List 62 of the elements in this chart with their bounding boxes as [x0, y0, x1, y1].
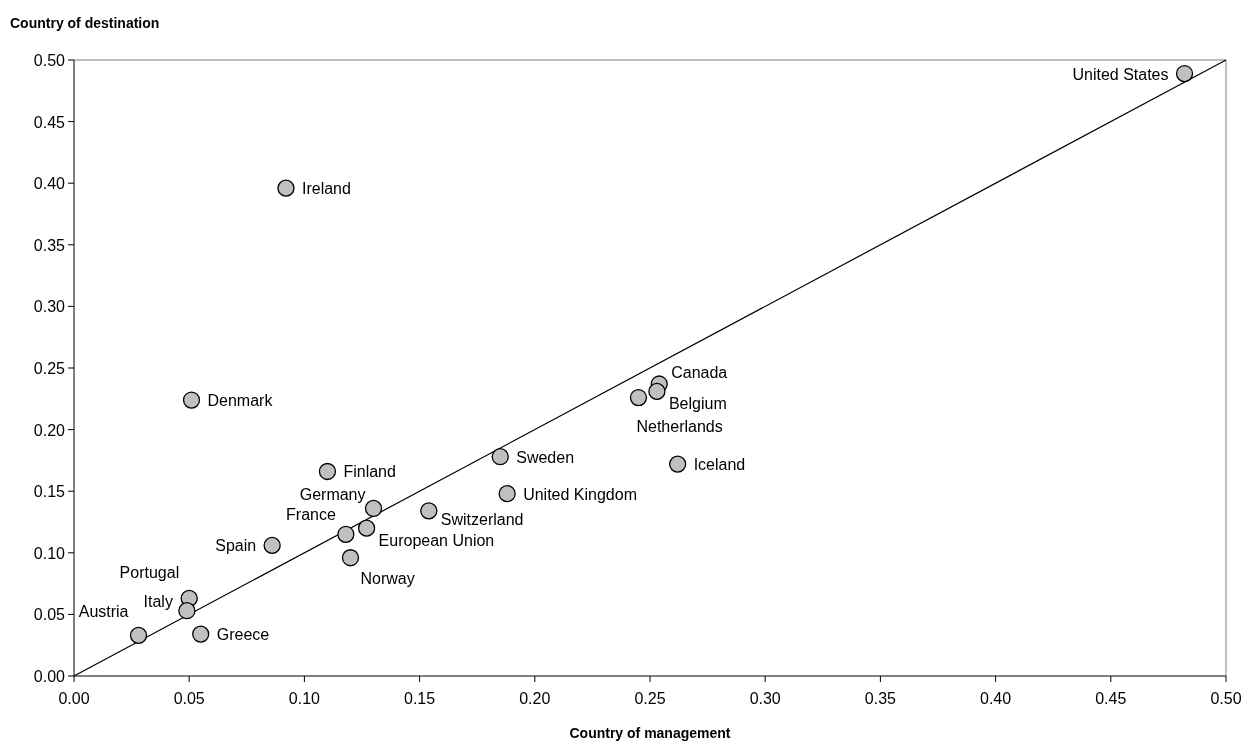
annotation: Denmark	[207, 392, 274, 410]
annotation: Belgium	[668, 395, 727, 413]
y-tick-label: 0.50	[33, 52, 66, 69]
y-tick-label: 0.10	[33, 544, 66, 562]
point	[337, 525, 355, 543]
annotation: Canada	[671, 364, 728, 382]
annotation: Sweden	[516, 448, 575, 466]
x-axis-title: Country of management	[569, 725, 731, 741]
annotation: Norway	[360, 569, 415, 587]
x-tick-label: 0.10	[288, 690, 321, 707]
x-tick-label: 0.50	[1210, 690, 1242, 707]
annotation: United States	[1072, 65, 1169, 83]
y-tick-label: 0.30	[33, 298, 66, 316]
annotation: France	[286, 506, 336, 524]
annotation: Portugal	[119, 564, 180, 582]
point	[629, 388, 648, 407]
point	[491, 448, 509, 466]
point	[129, 626, 148, 644]
annotation: United Kingdom	[523, 485, 637, 503]
x-tick-label: 0.35	[864, 690, 897, 707]
point	[263, 536, 281, 555]
x-tick-label: 0.45	[1095, 690, 1127, 707]
x-tick-label: 0.00	[58, 690, 90, 707]
annotation: Finland	[343, 463, 396, 481]
annotation: Greece	[216, 626, 270, 644]
point	[178, 602, 196, 620]
point	[341, 549, 360, 567]
annotation: Switzerland	[440, 510, 524, 528]
annotation: Italy	[143, 592, 173, 610]
annotation: Iceland	[693, 456, 746, 474]
point	[420, 502, 438, 520]
point	[357, 519, 376, 537]
point	[669, 455, 687, 473]
x-tick-label: 0.30	[749, 690, 781, 707]
x-tick-label: 0.05	[173, 690, 205, 707]
point	[192, 625, 210, 643]
annotation: European Union	[378, 532, 495, 550]
y-tick-label: 0.25	[33, 360, 66, 377]
point	[648, 382, 666, 401]
y-tick-label: 0.05	[33, 606, 66, 624]
y-tick-label: 0.00	[33, 668, 66, 685]
annotation: Austria	[78, 603, 129, 621]
annotation: Netherlands	[636, 417, 723, 435]
y-axis-title: Country of destination	[10, 15, 160, 31]
annotation: Germany	[299, 486, 366, 504]
y-tick-label: 0.45	[33, 113, 66, 131]
y-tick-label: 0.40	[33, 175, 66, 193]
point	[182, 391, 201, 409]
annotation: Spain	[215, 537, 257, 555]
x-tick-label: 0.25	[634, 690, 666, 707]
annotation: Ireland	[301, 180, 351, 198]
point	[364, 499, 383, 518]
y-tick-label: 0.20	[33, 421, 66, 439]
point	[277, 179, 295, 197]
x-tick-label: 0.40	[980, 690, 1012, 707]
x-tick-label: 0.20	[519, 690, 551, 707]
y-tick-label: 0.35	[33, 236, 66, 254]
y-tick-label: 0.15	[33, 483, 66, 501]
point	[1175, 64, 1194, 83]
point	[318, 462, 337, 481]
x-tick-label: 0.15	[404, 690, 436, 707]
point	[498, 485, 516, 503]
